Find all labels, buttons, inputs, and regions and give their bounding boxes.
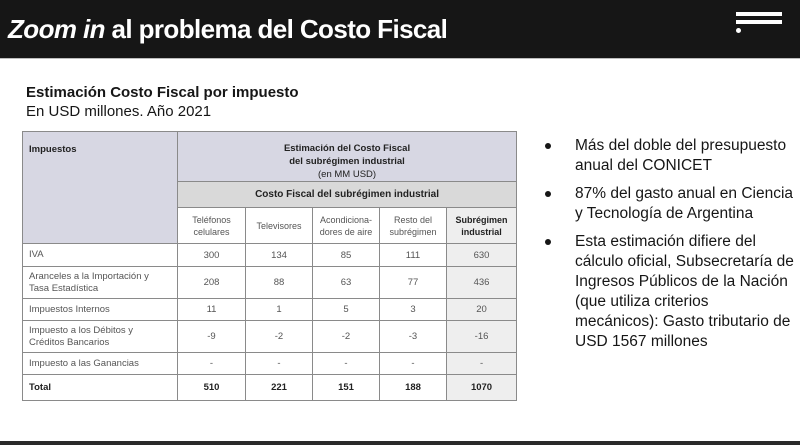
table-title: Estimación Costo Fiscal por impuesto [26,84,299,101]
cell-value: 111 [379,243,447,267]
table-row-aranceles: Aranceles a la Importación y Tasa Estadís… [22,266,518,299]
table-row-total: Total 510 221 151 188 1070 [22,374,518,401]
cell-value: 20 [445,298,518,321]
cell-value: 134 [245,243,313,267]
table-subtitle: En USD millones. Año 2021 [26,103,212,120]
bullet-icon [545,143,551,149]
fiscal-cost-table: Impuestos Estimación del Costo Fiscal de… [22,131,518,401]
cell-value: 63 [312,266,380,299]
cell-value: - [445,352,518,375]
cell-value: 88 [245,266,313,299]
row-label: Impuestos Internos [22,298,178,321]
cell-value: -2 [312,320,380,353]
col-header-televisores: Televisores [245,207,313,244]
row-label: Impuesto a las Ganancias [22,352,178,375]
bullet-item: Más del doble del presupuesto anual del … [545,136,795,176]
cell-value: -9 [177,320,246,353]
bullet-icon [545,239,551,245]
bullet-item: 87% del gasto anual en Ciencia y Tecnolo… [545,184,795,224]
cell-value: -16 [445,320,518,353]
cell-total: 151 [312,374,380,401]
table-row-internos: Impuestos Internos 11 1 5 3 20 [22,298,518,321]
header-impuestos: Impuestos [22,131,178,244]
header-costo-fiscal-band: Costo Fiscal del subrégimen industrial [176,181,518,208]
cell-value: 208 [177,266,246,299]
cell-value: 85 [312,243,380,267]
table-row-debitos: Impuesto a los Débitos y Créditos Bancari… [22,320,518,353]
row-label: IVA [22,243,178,267]
table-row-ganancias: Impuesto a las Ganancias - - - - - [22,352,518,375]
cell-total: 188 [379,374,447,401]
menu-bar-top [736,12,782,16]
cell-value: 630 [445,243,518,267]
slide-header-bar: Zoom in al problema del Costo Fiscal [0,0,800,58]
slide-title-italic: Zoom in [8,14,106,44]
cell-total: 221 [245,374,313,401]
cell-value: - [379,352,447,375]
header-estimacion-line2: del subrégimen industrial [289,156,405,167]
cell-value: -2 [245,320,313,353]
slide-title-rest: al problema del Costo Fiscal [104,14,448,44]
col-header-subregimen: Subrégimen industrial [445,207,518,244]
col-header-acondicionadores: Acondiciona-dores de aire [312,207,380,244]
header-estimacion-units: (en MM USD) [318,169,377,180]
row-label: Impuesto a los Débitos y Créditos Bancari… [22,320,178,353]
cell-value: - [312,352,380,375]
slide-footer-bar [0,441,800,445]
col-header-telefonos: Teléfonos celulares [177,207,246,244]
cell-value: - [245,352,313,375]
menu-bar-middle [736,20,782,24]
col-header-resto: Resto del subrégimen [379,207,447,244]
cell-value: - [177,352,246,375]
header-estimacion-line1: Estimación del Costo Fiscal [283,143,411,154]
bullet-icon [545,191,551,197]
column-headers-row: Teléfonos celulares Televisores Acondicio… [23,207,518,244]
cell-value: -3 [379,320,447,353]
cell-value: 77 [379,266,447,299]
key-points-list: Más del doble del presupuesto anual del … [545,136,795,360]
hamburger-menu-icon[interactable] [736,12,782,34]
row-label-total: Total [22,374,178,401]
table-row-iva: IVA 300 134 85 111 630 [22,243,518,267]
header-estimacion: Estimación del Costo Fiscal del subrégim… [176,131,518,182]
cell-total: 1070 [445,374,518,401]
slide-title: Zoom in al problema del Costo Fiscal [8,14,448,45]
cell-value: 1 [245,298,313,321]
menu-dot [736,28,741,33]
header-divider [0,58,800,59]
cell-value: 300 [177,243,246,267]
bullet-item: Esta estimación difiere del cálculo ofic… [545,232,795,352]
cell-value: 436 [445,266,518,299]
cell-total: 510 [177,374,246,401]
cell-value: 5 [312,298,380,321]
row-label: Aranceles a la Importación y Tasa Estadís… [22,266,178,299]
cell-value: 3 [379,298,447,321]
cell-value: 11 [177,298,246,321]
